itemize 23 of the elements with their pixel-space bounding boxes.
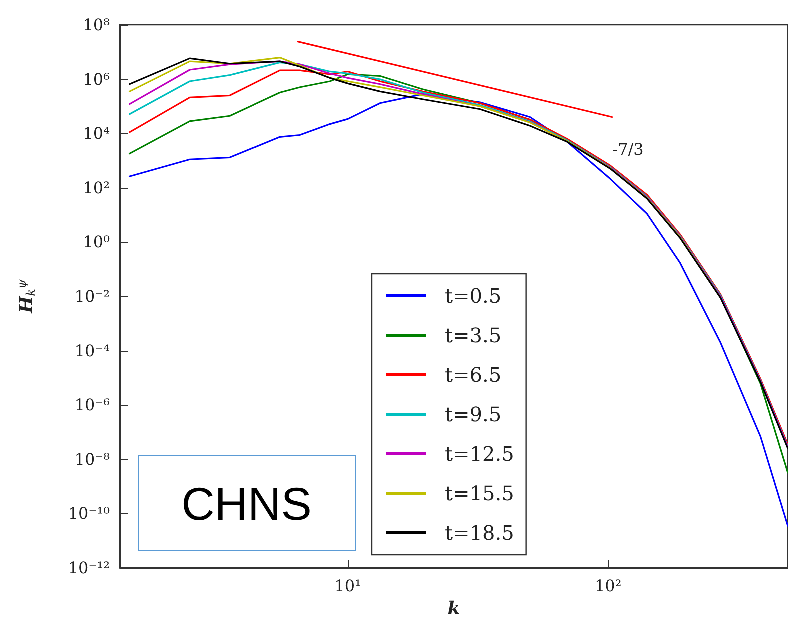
y-tick-label: 10⁻⁶ [74, 396, 110, 415]
legend-label: t=18.5 [445, 521, 514, 545]
y-tick-label: 10⁴ [83, 124, 110, 144]
y-tick-label: 10⁻¹⁰ [68, 504, 110, 524]
y-tick-label: 10² [83, 178, 110, 198]
y-axis-title: Hkψ [15, 279, 38, 314]
legend-label: t=0.5 [445, 284, 502, 308]
legend-label: t=3.5 [445, 324, 502, 348]
legend-label: t=6.5 [445, 363, 502, 387]
y-tick-label: 10⁰ [83, 232, 110, 252]
y-tick-label: 10⁻⁴ [74, 341, 110, 360]
y-tick-label: 10⁸ [83, 16, 110, 34]
annotation: CHNS [182, 478, 312, 530]
y-tick-label: 10⁻¹² [68, 558, 110, 578]
y-tick-label: 10⁻² [74, 287, 110, 306]
legend-label: t=12.5 [445, 442, 514, 466]
x-tick-label: 10¹ [334, 576, 362, 596]
annotation: -7/3 [612, 140, 644, 159]
legend-label: t=15.5 [445, 482, 514, 506]
y-tick-label: 10⁶ [83, 70, 110, 89]
x-axis-title: k [448, 598, 460, 620]
y-tick-label: 10⁻⁸ [74, 450, 110, 469]
legend-label: t=9.5 [445, 402, 502, 426]
